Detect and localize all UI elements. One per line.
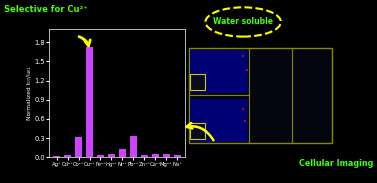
Text: Cellular Imaging: Cellular Imaging <box>299 159 373 168</box>
Bar <box>53 156 60 157</box>
Bar <box>64 156 71 157</box>
Bar <box>162 154 170 157</box>
Bar <box>119 149 126 157</box>
Text: •: • <box>241 107 245 113</box>
Text: •: • <box>243 119 247 125</box>
Text: Selective for Cu²⁺: Selective for Cu²⁺ <box>4 5 87 14</box>
Bar <box>97 155 104 157</box>
Text: •: • <box>241 54 245 59</box>
Bar <box>173 155 181 157</box>
Y-axis label: Normalized Iₗ₀₇/I₄₆₁: Normalized Iₗ₀₇/I₄₆₁ <box>26 66 31 120</box>
Bar <box>86 47 93 157</box>
Text: Water soluble: Water soluble <box>213 17 273 27</box>
Bar <box>141 155 148 157</box>
Bar <box>152 154 159 157</box>
Text: •: • <box>245 68 249 74</box>
Bar <box>75 137 82 157</box>
Bar <box>108 154 115 157</box>
Bar <box>130 136 137 157</box>
